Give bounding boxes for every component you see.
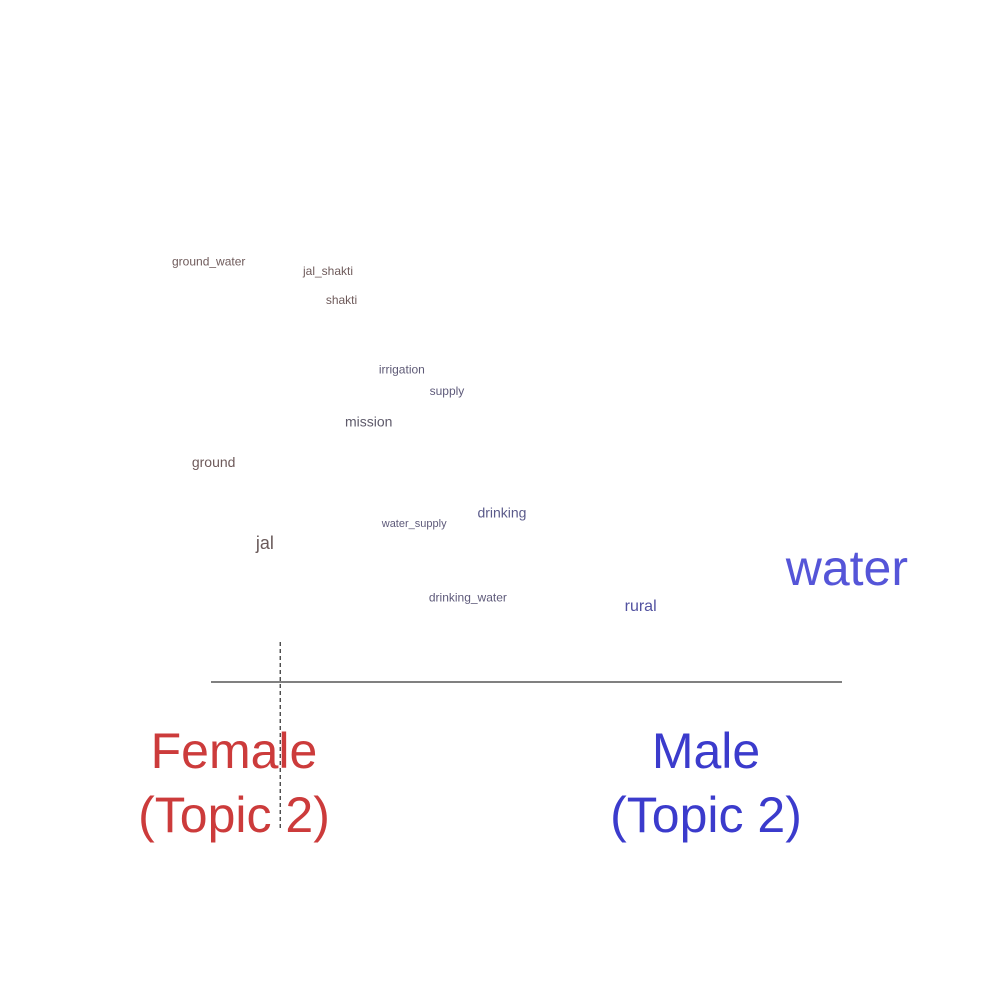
word-label-water: water [785, 540, 908, 596]
word-label-shakti: shakti [326, 293, 357, 307]
word-label-drinking-water: drinking_water [429, 591, 507, 605]
word-label-drinking: drinking [477, 505, 526, 521]
word-label-jal-shakti: jal_shakti [302, 264, 353, 278]
word-label-water-supply: water_supply [381, 518, 447, 530]
group-label-male-topic: (Topic 2) [610, 787, 802, 843]
word-label-ground: ground [192, 454, 236, 470]
group-label-female: Female [151, 723, 318, 779]
group-label-female-topic: (Topic 2) [138, 787, 330, 843]
word-label-jal: jal [255, 533, 274, 553]
word-label-ground-water: ground_water [172, 255, 245, 269]
word-label-rural: rural [625, 598, 657, 615]
word-label-mission: mission [345, 413, 392, 429]
word-label-supply: supply [430, 384, 465, 398]
group-label-male: Male [652, 723, 760, 779]
word-label-irrigation: irrigation [379, 363, 425, 377]
